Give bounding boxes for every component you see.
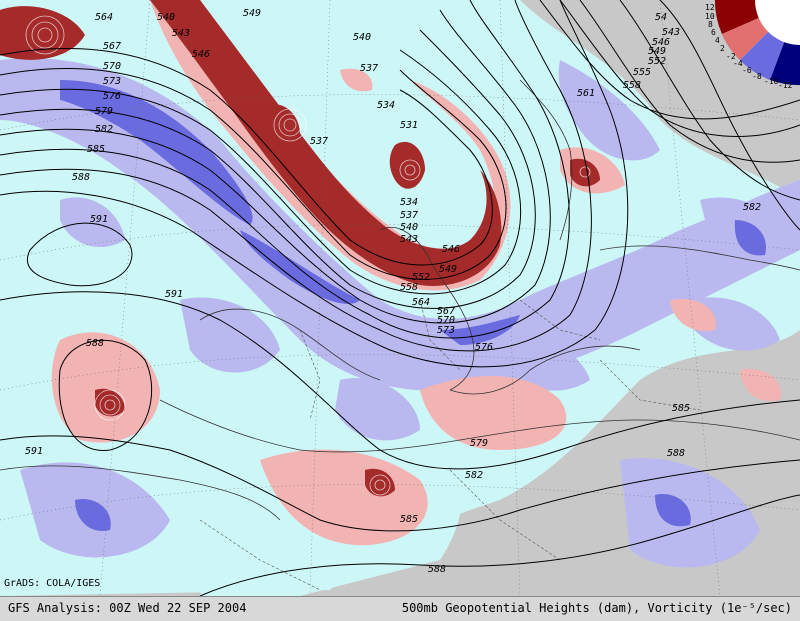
coastlines [0,79,800,521]
vorticity-height-map: 564 540 543 546 549 567 570 573 576 579 … [0,0,800,596]
colorbar-label: 2 [720,44,725,53]
height-label: 570 [437,315,455,326]
height-label: 537 [360,63,378,74]
height-label: 54 [655,12,667,23]
colorbar-label: -8 [752,72,762,81]
height-label: 567 [103,41,121,52]
height-label: 534 [400,197,418,208]
height-labels: 564 540 543 546 549 567 570 573 576 579 … [25,8,761,575]
height-label: 531 [400,120,418,131]
height-label: 555 [633,67,651,78]
height-label: 561 [577,88,595,99]
height-label: 552 [412,272,430,283]
colorbar-label: 12 [705,3,715,12]
height-label: 567 [437,306,455,317]
colorbar-label: 8 [708,20,713,29]
height-label: 564 [95,12,113,23]
colorbar-label: -4 [733,59,743,68]
height-label: 540 [353,32,371,43]
height-label: 552 [648,56,666,67]
height-contours [0,0,800,596]
height-label: 570 [103,61,121,72]
height-label: 585 [672,403,690,414]
colorbar: 12 10 8 6 4 2 -2 -4 -6 -8 -10 -12 [705,0,800,90]
colorbar-label: 10 [705,12,715,21]
height-label: 582 [465,470,483,481]
height-label: 591 [90,214,108,225]
height-label: 558 [623,80,641,91]
height-label: 582 [743,202,761,213]
height-label: 537 [400,210,418,221]
height-label: 564 [412,297,430,308]
height-label: 543 [400,234,418,245]
footer-bar: GFS Analysis: 00Z Wed 22 SEP 2004 500mb … [0,596,800,621]
lat-lon-grid [0,0,800,596]
height-label: 588 [667,448,685,459]
height-label: 585 [87,144,105,155]
height-label: 591 [165,289,183,300]
height-label: 540 [157,12,175,23]
colorbar-label: 4 [715,36,720,45]
height-label: 543 [662,27,680,38]
field-description-label: 500mb Geopotential Heights (dam), Vortic… [401,601,792,615]
height-label: 576 [103,91,121,102]
height-label: 537 [310,136,328,147]
height-label: 588 [86,338,104,349]
height-label: 591 [25,446,43,457]
height-label: 579 [95,106,113,117]
grads-credit: GrADS: COLA/IGES [4,578,101,589]
height-label: 546 [192,49,210,60]
height-label: 588 [428,564,446,575]
height-label: 576 [475,342,493,353]
height-label: 546 [652,37,670,48]
analysis-time-label: GFS Analysis: 00Z Wed 22 SEP 2004 [8,601,247,615]
height-label: 549 [243,8,261,19]
colorbar-label: -6 [742,66,752,75]
height-label: 573 [437,325,455,336]
height-label: 546 [442,244,460,255]
colorbar-label: -10 [764,77,779,86]
height-label: 573 [103,76,121,87]
height-label: 588 [72,172,90,183]
height-label: 549 [648,46,666,57]
colorbar-label: 6 [711,28,716,37]
vorticity-centers [25,15,591,496]
height-label: 540 [400,222,418,233]
height-label: 543 [172,28,190,39]
colorbar-label: -12 [778,81,793,90]
height-label: 534 [377,100,395,111]
colorbar-label: -2 [726,52,736,61]
height-label: 579 [470,438,488,449]
height-label: 582 [95,124,113,135]
height-label: 558 [400,282,418,293]
height-label: 549 [439,264,457,275]
height-label: 585 [400,514,418,525]
